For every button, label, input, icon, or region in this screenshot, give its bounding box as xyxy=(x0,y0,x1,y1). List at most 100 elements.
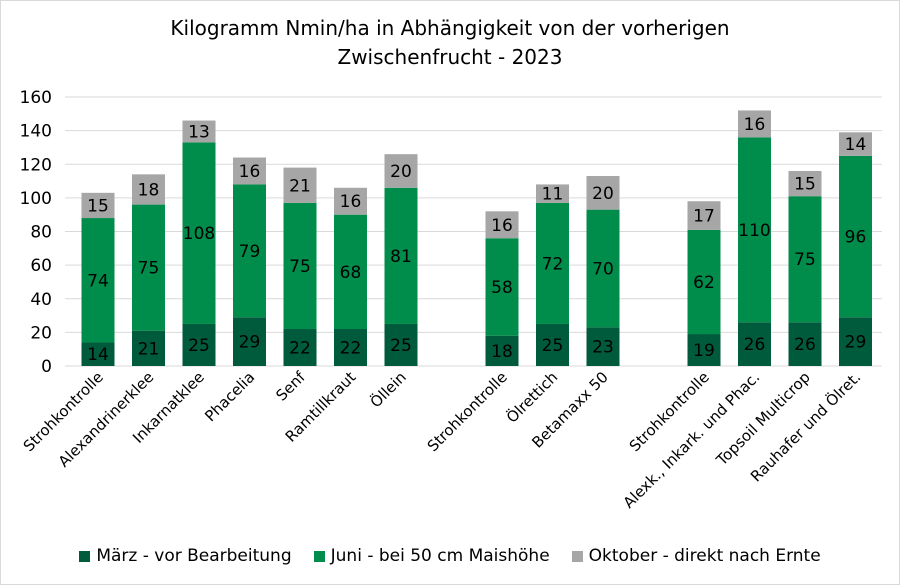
data-label: 16 xyxy=(744,115,766,135)
bar-segment xyxy=(485,335,519,366)
x-tick-label: Phacelia xyxy=(201,368,258,425)
data-label: 81 xyxy=(390,247,412,267)
bar-segment xyxy=(788,322,822,366)
bar-segment xyxy=(788,196,822,323)
bar-segment xyxy=(283,329,317,366)
data-label: 96 xyxy=(845,228,867,248)
data-label: 75 xyxy=(794,250,816,270)
bar-segment xyxy=(334,329,367,366)
data-label: 15 xyxy=(794,175,816,195)
data-label: 11 xyxy=(542,185,564,205)
data-label: 62 xyxy=(693,273,715,293)
bar-segment xyxy=(283,167,317,203)
bar-segment xyxy=(132,330,165,366)
bar-segment xyxy=(233,317,266,366)
data-label: 29 xyxy=(239,333,261,353)
data-label: 72 xyxy=(542,254,564,274)
y-tick-label: 120 xyxy=(20,155,52,175)
bar-segment xyxy=(738,110,771,138)
chart-title: Kilogramm Nmin/ha in Abhängigkeit von de… xyxy=(0,14,900,72)
x-tick-label: Topsoil Multicrop xyxy=(712,368,814,470)
data-label: 16 xyxy=(340,192,362,212)
bar-segment xyxy=(485,211,519,239)
bar-segment xyxy=(283,202,317,330)
y-tick-label: 80 xyxy=(30,223,52,243)
bar-segment xyxy=(81,218,115,343)
bar-segment xyxy=(132,174,165,205)
bar-segment xyxy=(687,201,721,230)
data-label: 18 xyxy=(491,342,513,362)
bar-segment xyxy=(687,334,721,366)
y-tick-label: 140 xyxy=(20,122,52,142)
legend-item-juni: Juni - bei 50 cm Maishöhe xyxy=(313,546,550,566)
legend-item-oktober: Oktober - direkt nach Ernte xyxy=(571,546,821,566)
x-tick-label: Senf xyxy=(272,368,309,405)
legend-label: Oktober - direkt nach Ernte xyxy=(588,546,821,566)
x-tick-label: Strohkontrolle xyxy=(424,368,511,455)
x-tick-label: Öllein xyxy=(366,367,410,411)
data-label: 13 xyxy=(188,122,210,142)
y-tick-label: 20 xyxy=(30,323,52,343)
data-label: 22 xyxy=(289,339,311,359)
bar-segment xyxy=(839,317,872,366)
data-label: 79 xyxy=(239,242,261,262)
bar-segment xyxy=(738,137,771,323)
bar-segment xyxy=(536,202,569,324)
bar-segment xyxy=(334,214,367,330)
data-label: 21 xyxy=(138,339,160,359)
data-label: 18 xyxy=(138,180,160,200)
legend-label: März - vor Bearbeitung xyxy=(96,546,292,566)
data-label: 75 xyxy=(138,259,160,279)
bar-segment xyxy=(384,323,418,366)
legend-swatch xyxy=(313,550,325,562)
data-label: 58 xyxy=(491,278,513,298)
legend-swatch xyxy=(79,550,91,562)
bar-segment xyxy=(81,342,115,366)
chart-title-line-2: Zwischenfrucht - 2023 xyxy=(337,45,563,69)
legend-item-maerz: März - vor Bearbeitung xyxy=(79,546,292,566)
data-label: 17 xyxy=(693,207,715,227)
bar-segment xyxy=(687,229,721,335)
bar-segment xyxy=(536,184,569,203)
bar-segment xyxy=(839,132,872,156)
data-label: 25 xyxy=(188,336,210,356)
bar-segment xyxy=(384,154,418,188)
bar-segment xyxy=(536,323,569,366)
bar-segment xyxy=(586,209,620,328)
bar-segment xyxy=(182,323,216,366)
y-tick-label: 60 xyxy=(30,256,52,276)
data-label: 21 xyxy=(289,176,311,196)
bar-segment xyxy=(233,157,266,185)
data-label: 29 xyxy=(845,333,867,353)
data-label: 20 xyxy=(390,162,412,182)
chart-title-line-1: Kilogramm Nmin/ha in Abhängigkeit von de… xyxy=(170,16,730,40)
y-tick-label: 0 xyxy=(41,357,52,377)
data-label: 68 xyxy=(340,263,362,283)
bar-segment xyxy=(334,187,367,215)
y-tick-label: 160 xyxy=(20,88,52,108)
y-tick-label: 100 xyxy=(20,189,52,209)
bar-segment xyxy=(738,322,771,366)
bar-segment xyxy=(839,155,872,318)
data-label: 14 xyxy=(87,345,109,365)
data-label: 75 xyxy=(289,257,311,277)
data-label: 23 xyxy=(592,338,614,358)
data-label: 25 xyxy=(390,336,412,356)
bar-segment xyxy=(182,120,216,143)
legend: März - vor Bearbeitung Juni - bei 50 cm … xyxy=(0,546,900,566)
data-label: 74 xyxy=(87,271,109,291)
legend-swatch xyxy=(571,550,583,562)
data-label: 16 xyxy=(491,216,513,236)
data-label: 16 xyxy=(239,162,261,182)
data-label: 25 xyxy=(542,336,564,356)
bar-segment xyxy=(233,184,266,318)
bar-segment xyxy=(788,170,822,197)
data-label: 108 xyxy=(183,224,215,244)
data-label: 19 xyxy=(693,341,715,361)
data-label: 70 xyxy=(592,259,614,279)
bar-segment xyxy=(182,142,216,324)
data-label: 22 xyxy=(340,339,362,359)
data-label: 26 xyxy=(744,335,766,355)
legend-label: Juni - bei 50 cm Maishöhe xyxy=(330,546,550,566)
